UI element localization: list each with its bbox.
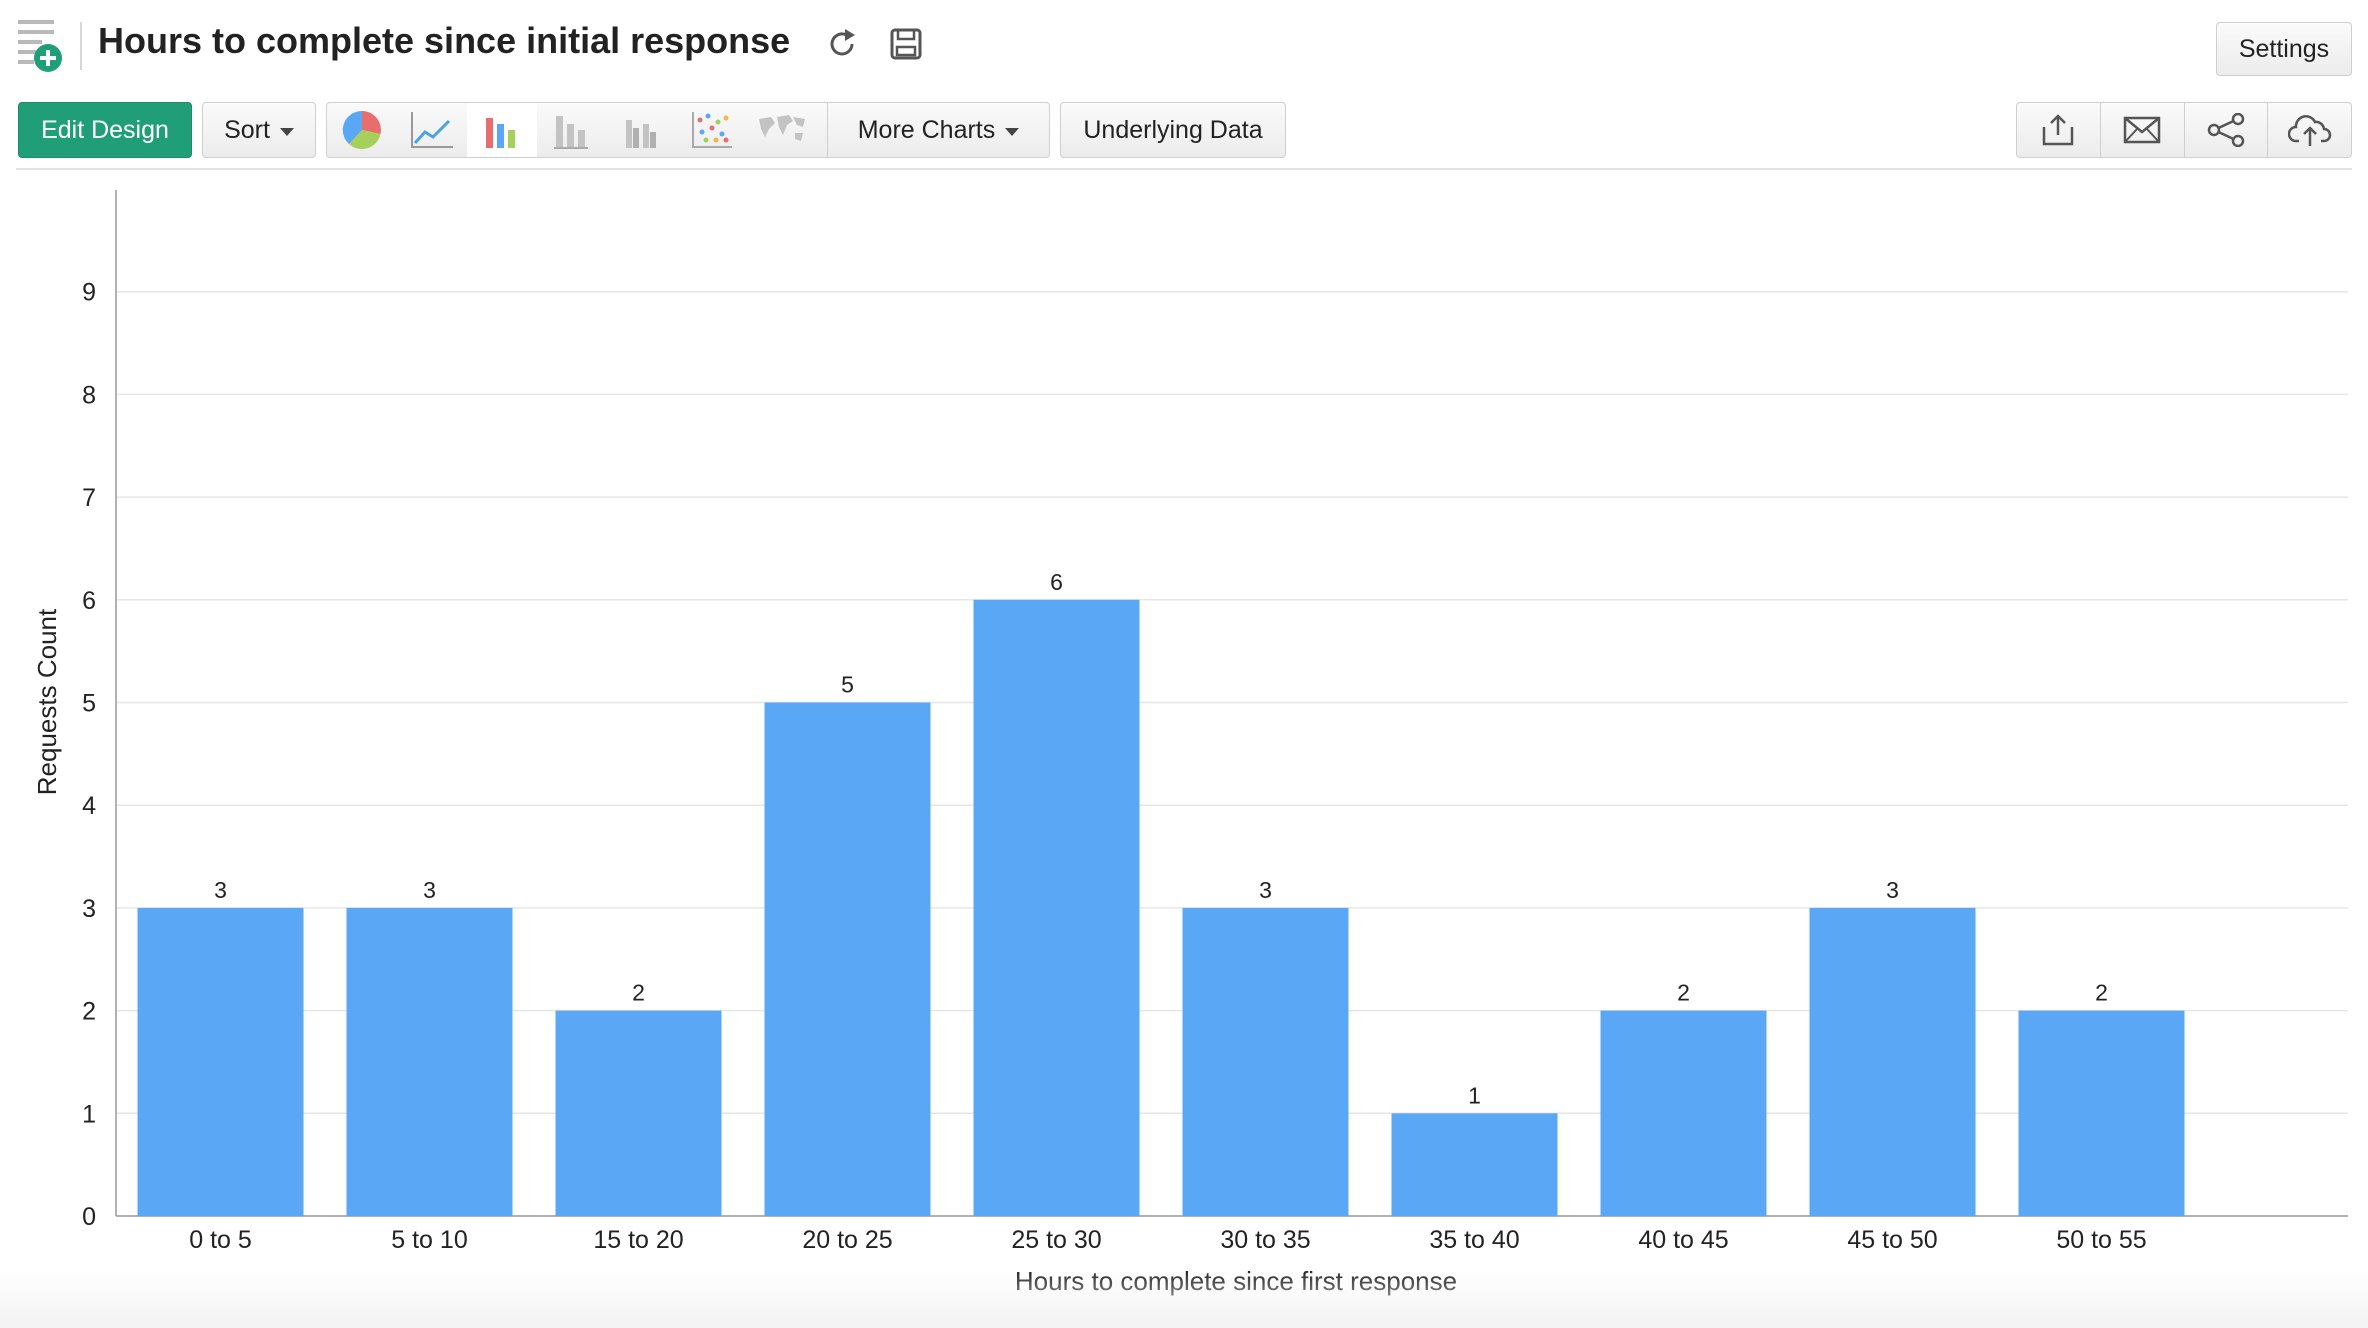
- header-divider: [80, 22, 82, 70]
- more-charts-label: More Charts: [857, 115, 996, 144]
- export-icon[interactable]: [2017, 103, 2100, 157]
- x-tick-label: 25 to 30: [1011, 1226, 1101, 1254]
- edit-design-label: Edit Design: [41, 115, 169, 144]
- bar: [973, 599, 1140, 1216]
- y-tick-label: 6: [82, 587, 96, 615]
- x-tick-label: 0 to 5: [189, 1226, 252, 1254]
- bar-value-label: 2: [2095, 980, 2108, 1006]
- settings-button[interactable]: Settings: [2216, 22, 2352, 76]
- bar-value-label: 6: [1050, 569, 1063, 595]
- bar-value-label: 2: [632, 980, 645, 1006]
- save-icon[interactable]: [886, 24, 926, 64]
- y-tick-label: 1: [82, 1100, 96, 1128]
- y-tick-label: 3: [82, 895, 96, 923]
- line-chart-icon[interactable]: [397, 103, 467, 157]
- sort-button[interactable]: Sort: [202, 102, 316, 158]
- x-tick-label: 5 to 10: [391, 1226, 467, 1254]
- pie-chart-icon[interactable]: [327, 103, 397, 157]
- bar-value-label: 1: [1468, 1082, 1481, 1108]
- chevron-down-icon: [1005, 127, 1020, 136]
- y-tick-label: 7: [82, 484, 96, 512]
- chart-canvas: 0 1 2 3 4 5 6 7 8 9 3 0 to 5 3 5 to 10 2 15 to 20 5 20 to…: [32, 190, 2348, 1296]
- y-tick-label: 5: [82, 690, 96, 718]
- bar-value-label: 3: [1886, 877, 1899, 903]
- y-axis-title: Requests Count: [32, 608, 62, 795]
- more-charts-button[interactable]: More Charts: [827, 103, 1049, 157]
- x-tick-label: 30 to 35: [1220, 1226, 1310, 1254]
- x-tick-label: 20 to 25: [802, 1226, 892, 1254]
- bar: [137, 907, 304, 1216]
- bar-value-label: 3: [214, 877, 227, 903]
- refresh-icon[interactable]: [822, 24, 862, 64]
- bar: [1809, 907, 1976, 1216]
- bar: [346, 907, 513, 1216]
- underlying-data-button[interactable]: Underlying Data: [1060, 102, 1286, 158]
- chart-type-selector: More Charts: [326, 102, 1050, 158]
- x-tick-label: 15 to 20: [593, 1226, 683, 1254]
- report-title: Hours to complete since initial response: [98, 20, 791, 61]
- bar: [1391, 1113, 1558, 1216]
- bar-chart: 0 1 2 3 4 5 6 7 8 9 3 0 to 5 3 5 to 10 2 15 to 20 5 20 to…: [0, 170, 2368, 1320]
- toolbar: Edit Design Sort: [0, 100, 2368, 160]
- add-report-icon[interactable]: [16, 18, 66, 74]
- stacked-bar-icon[interactable]: [537, 103, 607, 157]
- y-tick-label: 0: [82, 1203, 96, 1231]
- bar: [2018, 1010, 2185, 1216]
- toolbar-divider: [16, 168, 2352, 170]
- chevron-down-icon: [279, 127, 294, 136]
- y-tick-label: 2: [82, 998, 96, 1026]
- x-tick-label: 40 to 45: [1638, 1226, 1728, 1254]
- bar-value-label: 3: [1259, 877, 1272, 903]
- bar: [764, 702, 931, 1216]
- x-tick-label: 50 to 55: [2056, 1226, 2146, 1254]
- edit-design-button[interactable]: Edit Design: [18, 102, 192, 158]
- x-tick-label: 35 to 40: [1429, 1226, 1519, 1254]
- bar-value-label: 3: [423, 877, 436, 903]
- report-header: Hours to complete since initial response…: [0, 0, 2368, 86]
- underlying-data-label: Underlying Data: [1083, 115, 1263, 144]
- y-tick-label: 9: [82, 279, 96, 307]
- bar: [555, 1010, 722, 1216]
- action-buttons: [2016, 102, 2352, 158]
- bar: [1182, 907, 1349, 1216]
- y-tick-label: 8: [82, 381, 96, 409]
- y-tick-label: 4: [82, 792, 96, 820]
- x-tick-label: 45 to 50: [1847, 1226, 1937, 1254]
- email-icon[interactable]: [2099, 103, 2184, 157]
- share-icon[interactable]: [2183, 103, 2268, 157]
- map-chart-icon[interactable]: [747, 103, 817, 157]
- x-axis-title: Hours to complete since first response: [1015, 1266, 1457, 1296]
- grouped-bar-icon[interactable]: [607, 103, 677, 157]
- bar-value-label: 5: [841, 672, 854, 698]
- scatter-chart-icon[interactable]: [677, 103, 747, 157]
- bar-value-label: 2: [1677, 980, 1690, 1006]
- sort-label: Sort: [224, 115, 270, 144]
- publish-cloud-icon[interactable]: [2267, 103, 2351, 157]
- bar: [1600, 1010, 1767, 1216]
- bar-chart-icon[interactable]: [467, 103, 537, 157]
